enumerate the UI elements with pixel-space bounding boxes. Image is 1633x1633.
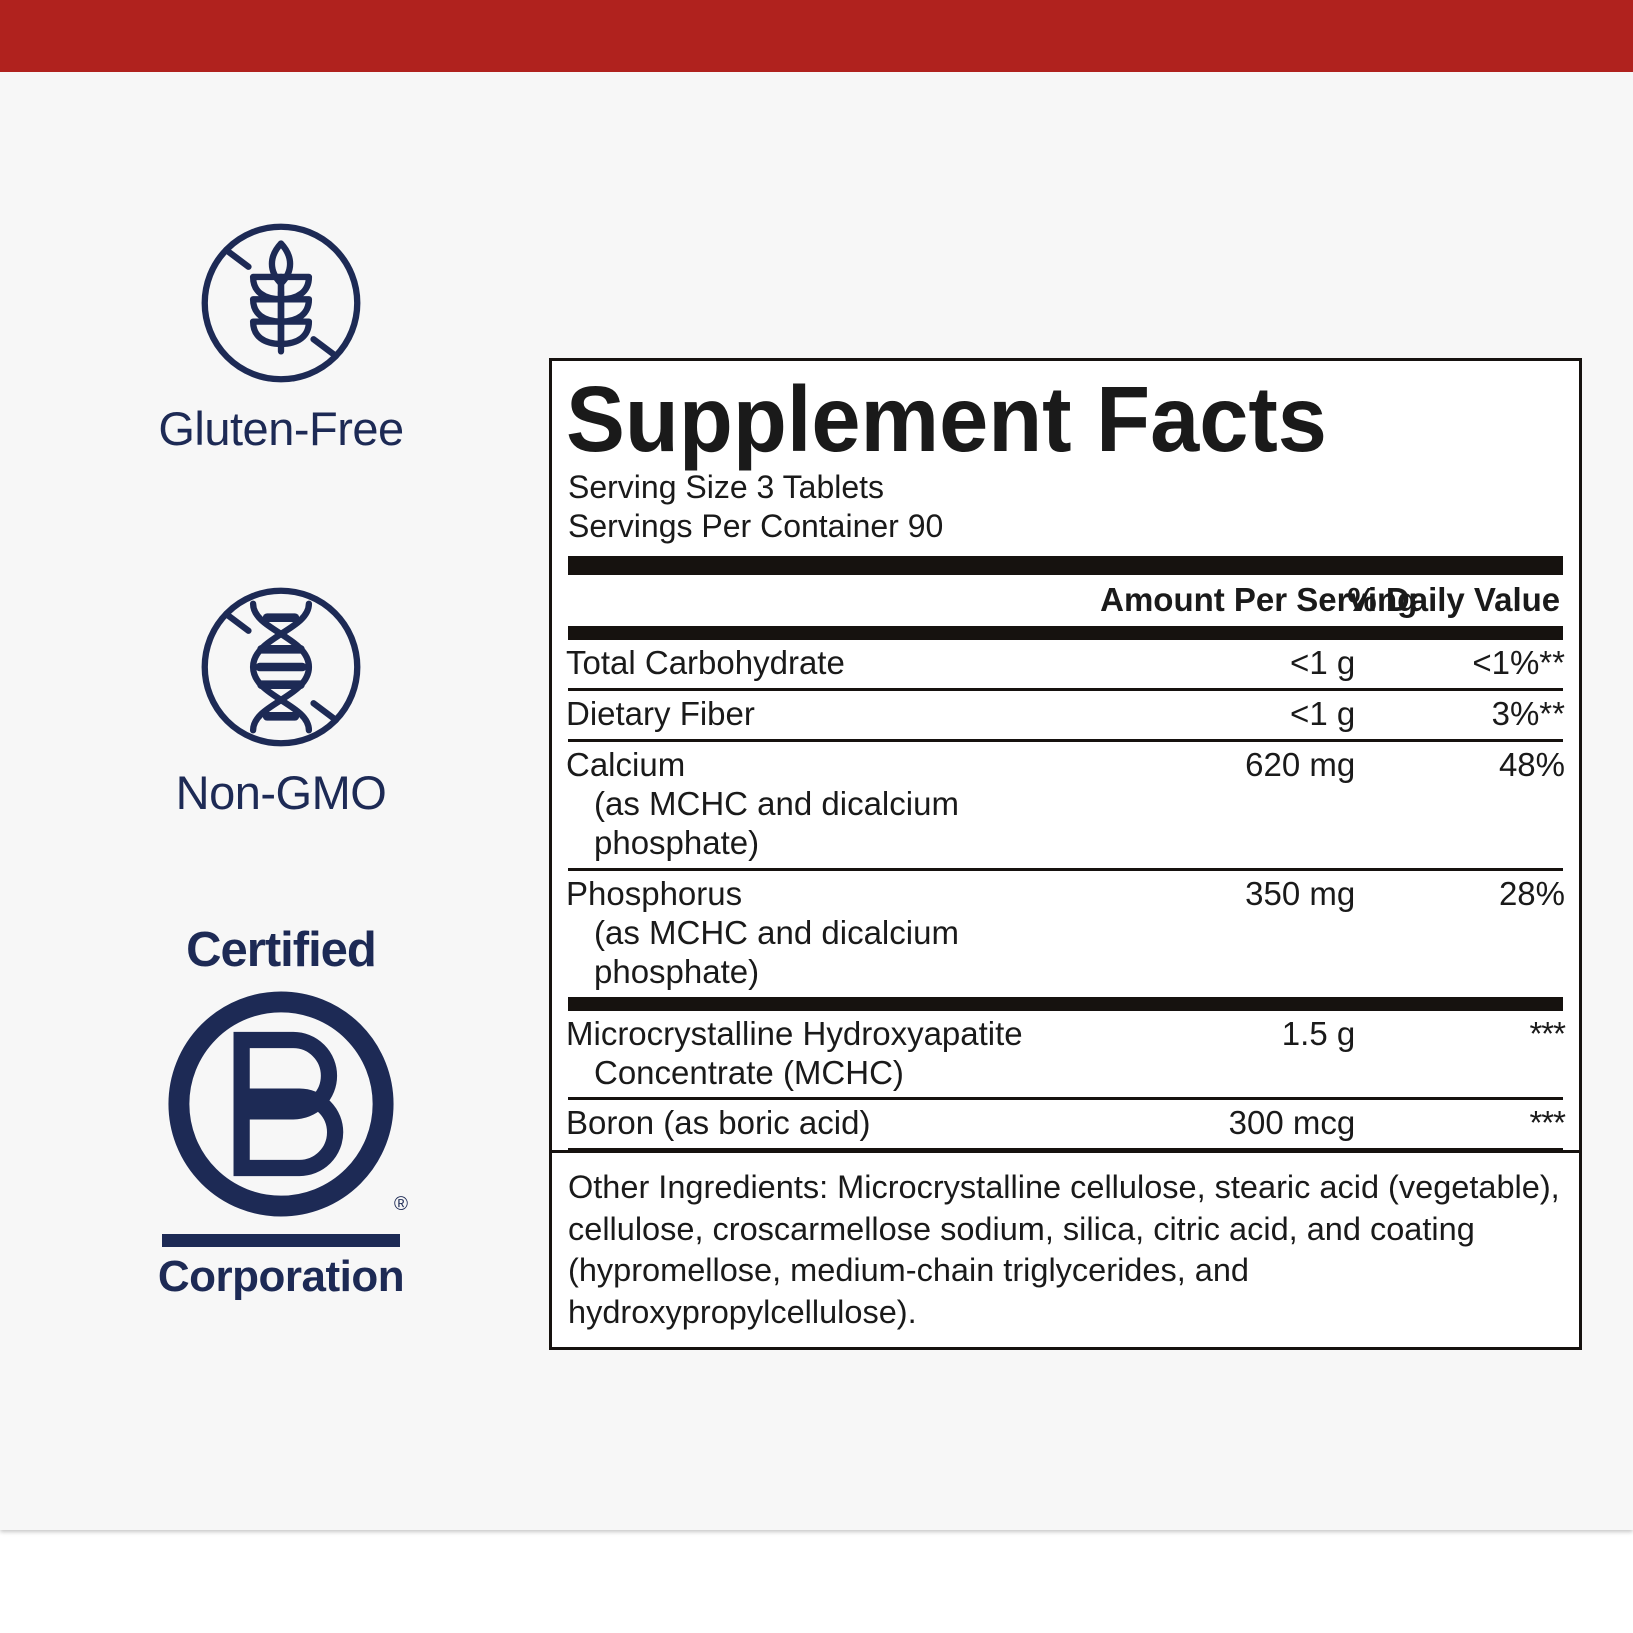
row-divider: [568, 688, 1563, 691]
bcorp-divider: [162, 1234, 400, 1247]
table-header-row: Amount Per Serving % Daily Value: [566, 575, 1565, 626]
bcorp-mark: ®: [158, 981, 408, 1232]
nutrient-rows: Dietary Fiber <1 g 3%**: [566, 691, 1565, 739]
table-row: Boron (as boric acid) 300 mcg ***: [566, 1100, 1566, 1148]
nutrient-daily-value: 48%: [1498, 745, 1565, 783]
nutrient-name: Dietary Fiber: [566, 695, 755, 732]
nutrient-daily-value: <1%**: [1472, 644, 1565, 682]
other-ingredients-box: Other Ingredients: Microcrystalline cell…: [549, 1150, 1582, 1351]
badge-bcorp: Certified ® Corporation: [86, 926, 476, 1299]
nutrient-amount: <1 g: [1290, 644, 1356, 682]
circled-b-icon: [168, 991, 394, 1217]
row-divider: [568, 867, 1563, 871]
nutrient-source: (as MCHC and dicalcium phosphate): [594, 913, 959, 990]
table-row: Calcium (as MCHC and dicalcium phosphate…: [566, 742, 1565, 868]
nutrient-source: (as MCHC and dicalcium phosphate): [594, 784, 959, 861]
registered-trademark-icon: ®: [394, 1194, 408, 1215]
nutrient-name: Microcrystalline Hydroxyapatite: [566, 1014, 1023, 1052]
header-amount-per-serving: Amount Per Serving: [1100, 581, 1418, 619]
no-dna-icon: [86, 574, 476, 765]
header-daily-value: % Daily Value: [1347, 581, 1561, 619]
badge-label-gluten-free: Gluten-Free: [158, 402, 404, 455]
bcorp-certified-label: Certified: [186, 923, 377, 977]
table-row: Total Carbohydrate <1 g <1%**: [566, 640, 1565, 688]
nutrient-source: Concentrate (MCHC): [594, 1053, 904, 1091]
supplement-facts-table: Amount Per Serving % Daily Value: [566, 575, 1565, 626]
badge-non-gmo: Non-GMO: [86, 574, 476, 820]
nutrient-rows: Boron (as boric acid) 300 mcg ***: [566, 1100, 1566, 1148]
nutrient-amount: 350 mg: [1245, 874, 1356, 912]
badge-label-non-gmo: Non-GMO: [175, 766, 387, 819]
brand-accent-bar: [0, 0, 1633, 72]
nutrient-rows: Calcium (as MCHC and dicalcium phosphate…: [566, 742, 1565, 868]
nutrient-amount: 300 mcg: [1228, 1104, 1356, 1142]
nutrient-name: Boron (as boric acid): [566, 1104, 871, 1142]
table-row: Phosphorus (as MCHC and dicalcium phosph…: [566, 871, 1565, 997]
badge-gluten-free: Gluten-Free: [86, 210, 476, 456]
nutrient-daily-value: ***: [1529, 1104, 1566, 1142]
nutrient-rows: Phosphorus (as MCHC and dicalcium phosph…: [566, 871, 1565, 997]
nutrient-name: Total Carbohydrate: [566, 644, 845, 682]
nutrient-name: Calcium: [566, 745, 686, 783]
serving-size: Serving Size 3 Tablets: [568, 469, 885, 505]
rule-thick-header: [568, 626, 1563, 641]
rule-thick-top: [568, 556, 1563, 576]
certification-badges: Gluten-Free: [86, 210, 476, 1299]
row-divider: [568, 1097, 1563, 1101]
nutrient-rows: Microcrystalline Hydroxyapatite Concentr…: [566, 1011, 1566, 1098]
label-card: Gluten-Free: [0, 0, 1633, 1351]
servings-per-container: Servings Per Container 90: [568, 508, 944, 545]
nutrient-amount: <1 g: [1290, 695, 1356, 732]
nutrient-amount: 1.5 g: [1281, 1014, 1356, 1052]
nutrient-daily-value: 28%: [1498, 874, 1565, 912]
table-row: Dietary Fiber <1 g 3%**: [566, 691, 1565, 739]
table-row: Microcrystalline Hydroxyapatite Concentr…: [566, 1011, 1566, 1098]
header-nutrient: [566, 575, 1100, 626]
nutrient-rows: Total Carbohydrate <1 g <1%**: [566, 640, 1565, 688]
rule-thick-mid: [568, 996, 1563, 1011]
supplement-facts-title: Supplement Facts: [566, 367, 1327, 471]
nutrient-amount: 620 mg: [1245, 745, 1356, 783]
nutrient-name: Phosphorus: [566, 874, 743, 912]
row-divider: [568, 738, 1563, 742]
no-wheat-icon: [86, 210, 476, 401]
supplement-facts-panel: Supplement Facts Serving Size 3 Tablets …: [549, 358, 1582, 1272]
bcorp-corporation-label: Corporation: [157, 1252, 405, 1301]
nutrient-daily-value: ***: [1529, 1014, 1566, 1052]
nutrient-daily-value: 3%**: [1491, 695, 1565, 732]
